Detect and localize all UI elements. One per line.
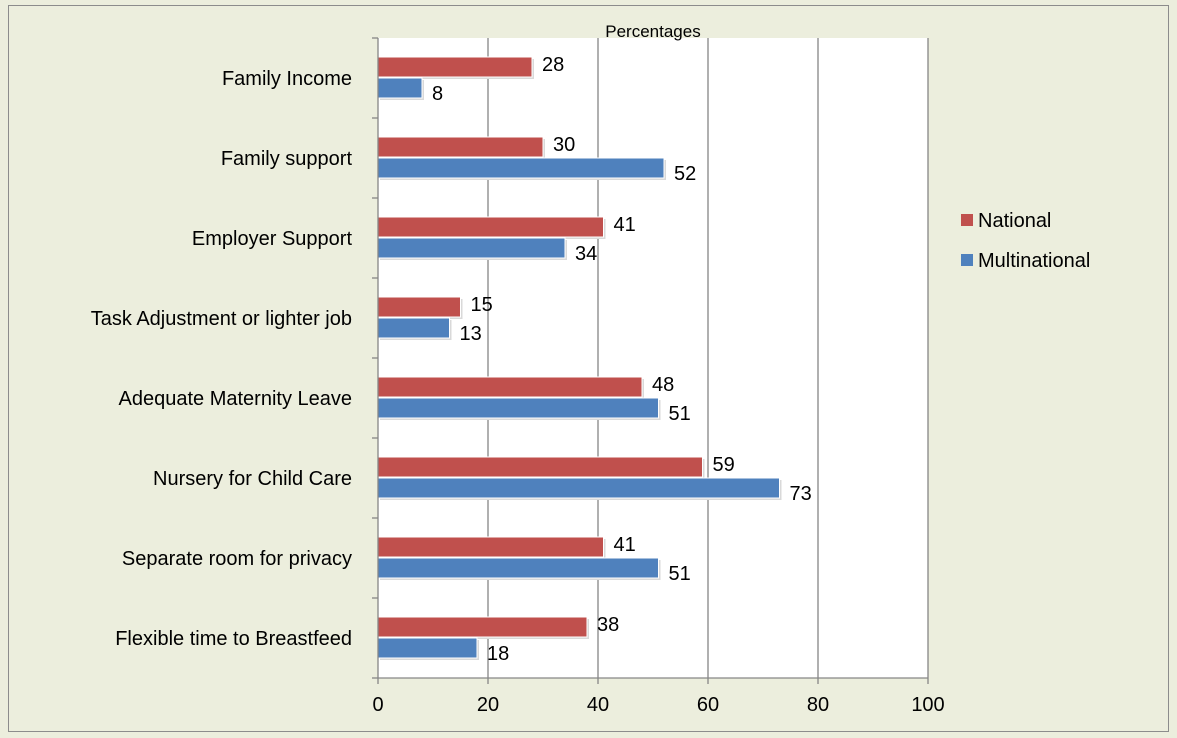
category-label: Separate room for privacy	[122, 548, 352, 570]
legend-swatch-multinational	[961, 254, 973, 266]
data-label: 73	[790, 483, 812, 505]
data-label: 41	[614, 214, 636, 236]
data-label: 59	[713, 454, 735, 476]
data-label: 52	[674, 163, 696, 185]
category-label: Flexible time to Breastfeed	[115, 628, 352, 650]
bar-multinational	[377, 637, 478, 659]
chart-title: Percentages	[605, 22, 700, 41]
data-label: 18	[487, 643, 509, 665]
data-label: 28	[542, 54, 564, 76]
x-tick-label: 40	[587, 694, 609, 716]
bar-multinational	[377, 157, 665, 179]
data-label: 48	[652, 374, 674, 396]
bar-multinational	[377, 237, 566, 259]
axes	[372, 37, 929, 684]
category-label: Nursery for Child Care	[153, 468, 352, 490]
legend-label: Multinational	[978, 250, 1090, 272]
bar-national	[377, 616, 588, 638]
legend: National Multinational	[961, 210, 1090, 272]
data-label: 38	[597, 614, 619, 636]
data-label: 15	[471, 294, 493, 316]
data-label: 41	[614, 534, 636, 556]
data-label: 51	[669, 403, 691, 425]
category-label: Employer Support	[192, 228, 353, 250]
x-tick-label: 60	[697, 694, 719, 716]
bar-multinational	[377, 77, 423, 99]
bar-multinational	[377, 317, 450, 339]
x-tick-label: 0	[372, 694, 383, 716]
category-label: Family Income	[222, 68, 352, 90]
category-label: Family support	[221, 148, 353, 170]
bar-multinational	[377, 557, 659, 579]
bar-national	[377, 376, 643, 398]
bar-multinational	[377, 477, 780, 499]
category-label: Adequate Maternity Leave	[119, 388, 353, 410]
bar-multinational	[377, 397, 659, 419]
labels: 0 20 40 60 80 100 Family Income 28 8 Family suppo…	[91, 54, 945, 716]
data-label: 51	[669, 563, 691, 585]
data-label: 13	[460, 323, 482, 345]
x-tick-label: 20	[477, 694, 499, 716]
bar-national	[377, 136, 544, 158]
x-tick-label: 100	[911, 694, 944, 716]
plot-area	[378, 38, 928, 678]
data-label: 8	[432, 83, 443, 105]
bar-national	[377, 536, 604, 558]
legend-swatch-national	[961, 214, 973, 226]
legend-label: National	[978, 210, 1051, 232]
bar-national	[377, 296, 461, 318]
x-tick-label: 80	[807, 694, 829, 716]
bar-national	[377, 56, 533, 78]
category-label: Task Adjustment or lighter job	[91, 308, 352, 330]
bars	[377, 56, 782, 660]
bar-national	[377, 216, 604, 238]
data-label: 34	[575, 243, 597, 265]
bar-national	[377, 456, 703, 478]
data-label: 30	[553, 134, 575, 156]
